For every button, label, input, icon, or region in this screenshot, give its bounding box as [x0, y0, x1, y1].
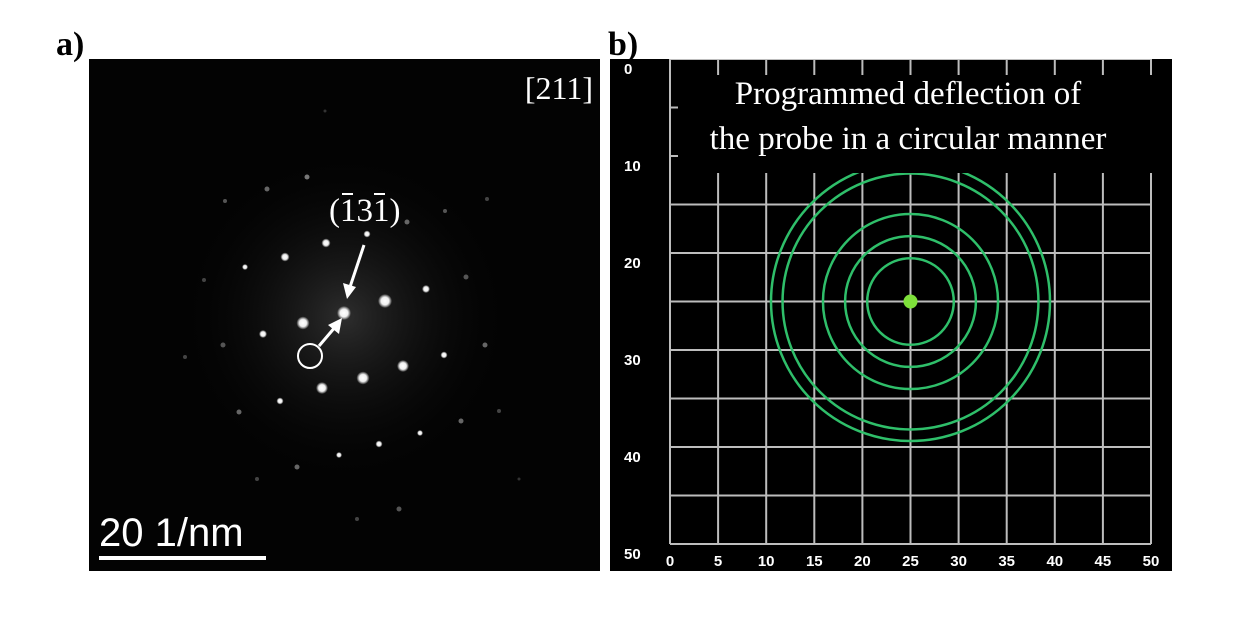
deflection-ring: [821, 212, 1000, 391]
caption-line-1: Programmed deflection of: [735, 76, 1081, 112]
diffraction-spot: [276, 397, 284, 405]
diffraction-spot: [323, 109, 327, 113]
x-tick-label: 35: [998, 553, 1015, 570]
diffraction-spot: [497, 409, 501, 413]
scale-bar-label: 20 1/nm: [99, 511, 244, 555]
diffraction-spot: [336, 452, 342, 458]
probe-center-point: [903, 294, 918, 309]
diffraction-spot: [236, 409, 242, 415]
diffraction-spot: [355, 517, 359, 521]
panel-b-label: b): [608, 26, 639, 63]
x-tick-label: 0: [666, 553, 674, 570]
diffraction-spot: [517, 477, 521, 481]
x-tick-label: 5: [714, 553, 722, 570]
diffraction-spot: [463, 274, 469, 280]
probe-deflection-panel: 0 5 10 15 20 25 30 35 40 45 50 0 10 20 30 40 50 Program…: [610, 58, 1172, 571]
diffraction-spot: [294, 464, 300, 470]
zone-axis-label: [211]: [525, 70, 593, 106]
diffraction-spot: [443, 209, 447, 213]
caption-line-2: the probe in a circular manner: [710, 121, 1107, 157]
y-tick-label: 0: [624, 61, 632, 78]
y-tick-label: 40: [624, 449, 641, 466]
spot-index-label: (131): [329, 193, 400, 229]
x-tick-label: 25: [902, 553, 919, 570]
diffraction-spot: [375, 440, 383, 448]
diffraction-spot: [183, 355, 187, 359]
transmitted-beam-circle: [297, 343, 323, 369]
x-tick-label: 10: [758, 553, 775, 570]
diffraction-spot: [304, 174, 310, 180]
diffraction-spot: [417, 430, 423, 436]
diffraction-spot: [356, 371, 370, 385]
y-tick-labels: 0 10 20 30 40 50: [624, 61, 641, 563]
y-tick-label: 10: [624, 158, 641, 175]
y-tick-label: 50: [624, 546, 641, 563]
diffraction-spot: [397, 360, 409, 372]
deflection-ring: [865, 256, 956, 347]
diffraction-spot: [280, 252, 290, 262]
diffraction-spot: [242, 264, 248, 270]
deflection-rings: [769, 160, 1052, 443]
diffraction-spot: [404, 219, 410, 225]
x-tick-label: 15: [806, 553, 823, 570]
panel-a-label: a): [56, 26, 85, 63]
deflection-ring: [843, 234, 978, 369]
diffraction-spot: [378, 294, 392, 308]
y-tick-label: 30: [624, 352, 641, 369]
diffraction-spot: [220, 342, 226, 348]
diffraction-spot: [485, 197, 489, 201]
scale-bar: [99, 556, 266, 560]
diffraction-spot: [422, 285, 430, 293]
diffraction-spot: [458, 418, 464, 424]
x-tick-label: 50: [1143, 553, 1160, 570]
diffraction-spot: [264, 186, 270, 192]
diffraction-spots: [183, 109, 521, 521]
deflection-ring: [781, 172, 1040, 431]
x-tick-label: 30: [950, 553, 967, 570]
x-tick-label: 20: [854, 553, 871, 570]
arrow-circle-to-spot: [317, 318, 342, 347]
diffraction-spot: [223, 199, 227, 203]
x-tick-label: 40: [1046, 553, 1063, 570]
x-tick-labels: 0 5 10 15 20 25 30 35 40 45 50: [666, 553, 1160, 570]
diffraction-spot: [316, 382, 328, 394]
x-tick-label: 45: [1095, 553, 1112, 570]
diffraction-spot: [337, 306, 351, 320]
diffraction-pattern-panel: [211] (131) 20 1/nm: [89, 59, 600, 571]
arrow-label-to-spot: [343, 244, 366, 299]
deflection-grid-chart: 0 5 10 15 20 25 30 35 40 45 50 0 10 20 30 40 50 Program…: [610, 58, 1172, 571]
y-tick-label: 20: [624, 255, 641, 272]
diffraction-spot: [396, 506, 402, 512]
diffraction-spot: [296, 316, 310, 330]
diffraction-spot: [202, 278, 206, 282]
diffraction-pattern-image: [211] (131) 20 1/nm: [89, 59, 600, 571]
diffraction-spot: [482, 342, 488, 348]
diffraction-spot: [363, 230, 371, 238]
diffraction-spot: [259, 330, 267, 338]
diffraction-spot: [440, 351, 448, 359]
diffraction-spot: [321, 238, 331, 248]
diffraction-spot: [255, 477, 259, 481]
